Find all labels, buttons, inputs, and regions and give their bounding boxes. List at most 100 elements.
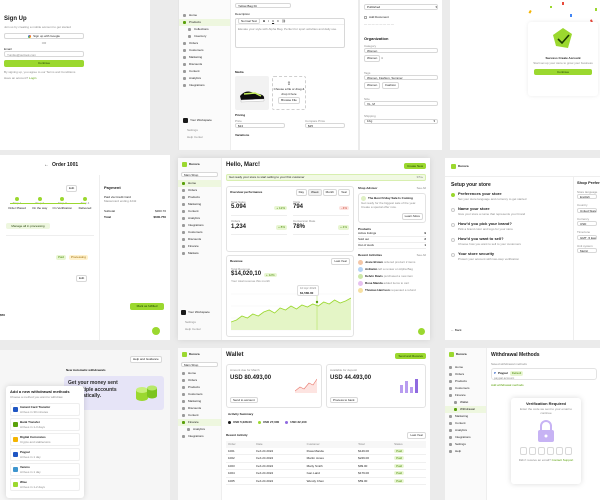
otp-digit-field[interactable]	[520, 446, 527, 455]
tag-chip-1[interactable]: Women	[364, 82, 381, 89]
sidebar-item-customers[interactable]: Customers	[178, 391, 221, 398]
otp-digit-field[interactable]	[538, 446, 545, 455]
recent-see-all[interactable]: See All	[416, 253, 426, 257]
unit-system-field[interactable]: Metric	[577, 248, 597, 253]
description-editor[interactable]: Normal Text B I U ≡ ⛓ Elevate your style…	[235, 17, 345, 48]
withdraw-method-option[interactable]: Venmo Arrives in 1 day	[10, 463, 80, 476]
settings-link[interactable]: Settings	[187, 128, 198, 132]
sidebar-item-integrations[interactable]: Integrations	[178, 222, 221, 229]
withdraw-method-option[interactable]: Wise Arrives in 1-2 days	[10, 478, 80, 491]
sidebar-item-discounts[interactable]: Discounts	[178, 405, 221, 412]
sidebar-item-orders[interactable]: Orders	[445, 371, 486, 378]
chat-fab-icon[interactable]	[418, 328, 425, 335]
media-dropzone[interactable]: ⇪ Choose a file or drag & drop it here B…	[272, 76, 306, 110]
send-receive-button[interactable]: Send and Receive	[395, 352, 426, 359]
column-header[interactable]: Order	[228, 442, 236, 446]
manage-processing-button[interactable]: Manage all in processing	[6, 223, 50, 229]
back-button[interactable]: ← Back	[451, 328, 462, 332]
sidebar-item-customers[interactable]: Customers	[178, 229, 221, 236]
sidebar-item-content[interactable]: Content	[445, 420, 486, 427]
sidebar-item-home[interactable]: Home	[179, 12, 230, 19]
period-select[interactable]: Last Year	[331, 258, 350, 265]
italic-icon[interactable]: I	[268, 18, 269, 23]
withdraw-method-option[interactable]: Paypal Arrives in 1 day	[10, 448, 80, 461]
sidebar-item-finance[interactable]: Finance	[445, 392, 486, 399]
wallet-period-select[interactable]: Last Year	[407, 432, 426, 439]
period-tab-month[interactable]: Month	[322, 189, 337, 196]
sidebar-item-products[interactable]: Products	[178, 384, 221, 391]
sidebar-item-inventory[interactable]: Inventory	[179, 33, 230, 40]
activity-item[interactable]: Ardianto left a review on Alpha Bag	[358, 266, 426, 272]
sidebar-item-markets[interactable]: Markets	[178, 250, 221, 257]
edit-button[interactable]: Edit	[76, 275, 88, 282]
continue-button[interactable]: Continue	[4, 60, 84, 67]
settings-link[interactable]: Settings	[185, 320, 196, 324]
store-language-field[interactable]: English	[577, 194, 597, 199]
withdraw-method-option[interactable]: Bank Transfer Arrives in 1-3 days	[10, 418, 80, 431]
country-field[interactable]: United States	[577, 207, 597, 213]
close-icon[interactable]: ×	[381, 56, 384, 60]
paypal-method-card[interactable]: P Paypal Default paypal account	[491, 368, 597, 380]
table-row[interactable]: 1003 Feb 24 2024 Marty Smith $99.00 Paid	[226, 462, 426, 470]
column-header[interactable]: Status	[394, 442, 403, 446]
sidebar-item-withdrawal[interactable]: Withdrawal	[445, 406, 486, 413]
status-select[interactable]: Published ▾	[364, 4, 438, 10]
sidebar-item-orders[interactable]: Orders	[179, 40, 230, 47]
underline-icon[interactable]: U	[271, 18, 275, 23]
balance-available-button[interactable]: Process to bank	[330, 396, 358, 403]
withdraw-method-option[interactable]: Digital Currencies Crypto and stablecoins	[10, 433, 80, 446]
list-icon[interactable]: ≡	[277, 18, 279, 23]
setup-step[interactable]: Name your store Give your store a name th…	[451, 206, 569, 216]
sidebar-item-customers[interactable]: Customers	[179, 47, 230, 54]
weight-field[interactable]: 1Kg ▾	[364, 118, 438, 124]
otp-digit-field[interactable]	[565, 446, 572, 455]
sidebar-item-marketing[interactable]: Marketing	[179, 54, 230, 61]
back-arrow-icon[interactable]: ←	[44, 162, 49, 168]
sidebar-item-content[interactable]: Content	[178, 412, 221, 419]
otp-digit-field[interactable]	[556, 446, 563, 455]
order-action-button[interactable]: Edit	[66, 185, 78, 192]
sidebar-item-products[interactable]: Products	[178, 194, 221, 201]
category-field[interactable]: Women	[364, 48, 438, 53]
withdraw-method-option[interactable]: Instant Card Transfer Arrives in 30 minut…	[10, 403, 80, 416]
tags-field[interactable]: Women, Fashion, Summer	[364, 75, 438, 80]
help-link[interactable]: Help Center	[185, 327, 202, 331]
activity-item[interactable]: Josie Brown ordered product 2 items	[358, 259, 426, 265]
period-tab-day[interactable]: Day	[295, 189, 307, 196]
sidebar-item-analytics[interactable]: Analytics	[445, 427, 486, 434]
table-row[interactable]: 1005 Feb 24 2024 Wendy Chen $59.00 Paid	[226, 477, 426, 485]
name-field[interactable]: Yellow Bag Fit	[235, 3, 291, 8]
sidebar-item-content[interactable]: Content	[178, 208, 221, 215]
email-field[interactable]: Yumiko@outlook.com	[4, 51, 84, 57]
link-icon[interactable]: ⛓	[281, 18, 286, 23]
sidebar-item-marketing[interactable]: Marketing	[178, 398, 221, 405]
sidebar-item-products[interactable]: Products	[179, 19, 230, 26]
sidebar-item-collections[interactable]: Collections	[179, 26, 230, 33]
column-header[interactable]: Date	[256, 442, 263, 446]
contact-support-link[interactable]: Contact Support	[551, 457, 574, 462]
sidebar-item-analytics[interactable]: Analytics	[178, 215, 221, 222]
period-tab-week[interactable]: Week	[307, 189, 322, 196]
workspace-switcher[interactable]: Main Shop	[181, 172, 218, 177]
add-method-link[interactable]: Add withdrawal methods	[491, 383, 524, 387]
sidebar-item-finance[interactable]: Finance	[178, 243, 221, 250]
sidebar-item-orders[interactable]: Orders	[178, 377, 221, 384]
sidebar-item-home[interactable]: Home	[178, 180, 221, 187]
browse-file-button[interactable]: Browse File	[278, 97, 300, 104]
timezone-field[interactable]: GMT -5 Eastern Time	[577, 234, 597, 240]
currency-field[interactable]: USD	[577, 221, 597, 226]
sidebar-item-integrations[interactable]: Integrations	[179, 82, 230, 89]
sidebar-item-products[interactable]: Products	[445, 378, 486, 385]
activity-item[interactable]: Rosa Manda added items to cart	[358, 280, 426, 286]
activity-item[interactable]: Kelvin Davis purchased a new item	[358, 273, 426, 279]
period-tab-year[interactable]: Year	[337, 189, 350, 196]
tag-chip-2[interactable]: Fashion	[382, 82, 399, 89]
add-document-checkbox[interactable]	[364, 15, 367, 19]
google-signup-button[interactable]: Sign up with Google	[4, 33, 84, 39]
text-format-select[interactable]: Normal Text	[238, 17, 260, 25]
success-continue-button[interactable]: Continue	[534, 69, 592, 75]
compare-price-field[interactable]: $25	[305, 123, 345, 128]
product-stat-row[interactable]: Active listings 9	[358, 231, 426, 237]
setup-step[interactable]: How’d you want to sell? Choose how you wa…	[451, 236, 569, 246]
help-link[interactable]: Help Center	[187, 135, 204, 139]
